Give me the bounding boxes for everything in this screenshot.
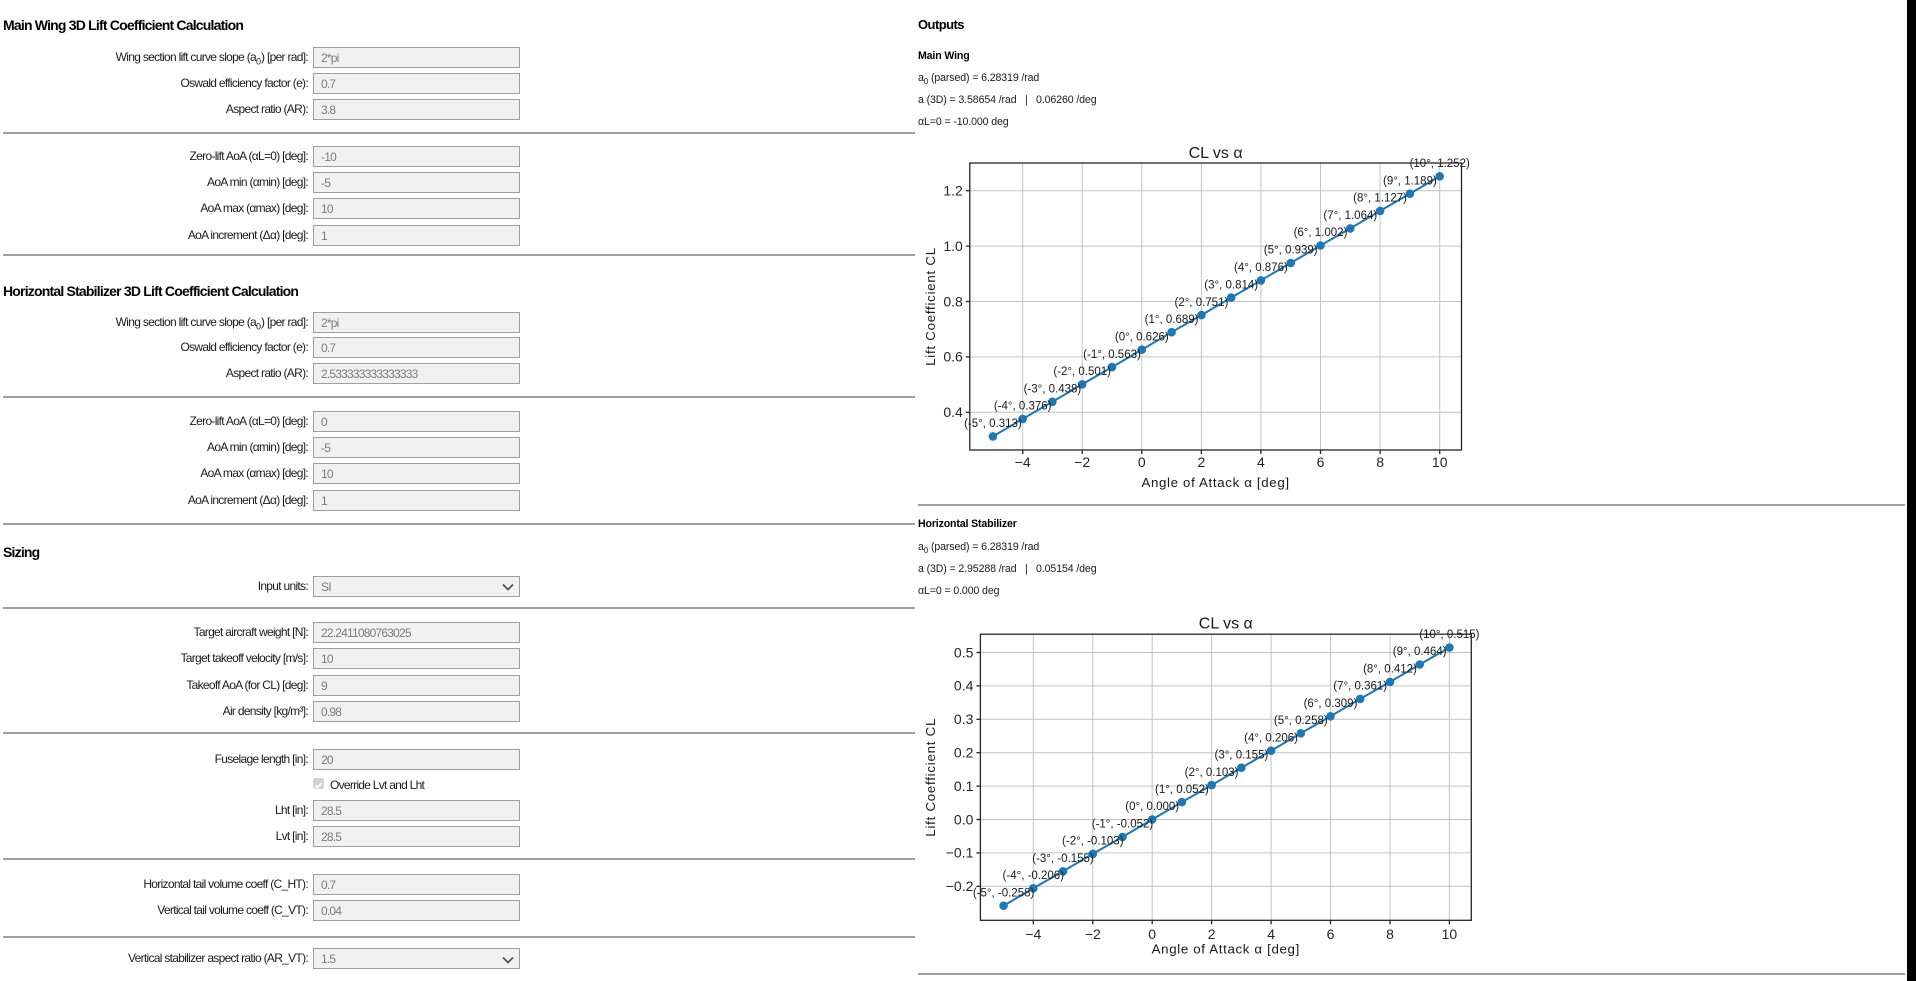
svg-text:(5°, 0.939): (5°, 0.939) — [1264, 245, 1318, 257]
svg-text:0.5: 0.5 — [954, 644, 974, 660]
svg-text:(-4°, 0.376): (-4°, 0.376) — [994, 401, 1052, 413]
svg-text:4: 4 — [1257, 454, 1265, 470]
svg-text:(4°, 0.876): (4°, 0.876) — [1234, 262, 1288, 274]
svg-text:Angle of Attack α [deg]: Angle of Attack α [deg] — [1141, 475, 1289, 490]
svg-text:1.0: 1.0 — [943, 238, 963, 254]
svg-text:(1°, 0.052): (1°, 0.052) — [1155, 784, 1209, 796]
svg-text:8: 8 — [1376, 454, 1384, 470]
svg-text:Lift Coefficient CL: Lift Coefficient CL — [923, 718, 938, 837]
svg-text:(1°, 0.689): (1°, 0.689) — [1145, 314, 1199, 326]
svg-text:(9°, 1.189): (9°, 1.189) — [1383, 175, 1437, 187]
svg-text:(0°, 0.626): (0°, 0.626) — [1115, 331, 1169, 343]
svg-text:0: 0 — [1138, 454, 1146, 470]
svg-text:1.2: 1.2 — [943, 183, 963, 199]
svg-text:(5°, 0.258): (5°, 0.258) — [1274, 715, 1328, 727]
svg-text:−0.1: −0.1 — [946, 845, 974, 861]
svg-text:(-1°, 0.563): (-1°, 0.563) — [1083, 349, 1141, 361]
svg-text:6: 6 — [1317, 454, 1325, 470]
svg-text:6: 6 — [1327, 926, 1335, 942]
svg-text:−0.2: −0.2 — [946, 878, 974, 894]
svg-text:(8°, 0.412): (8°, 0.412) — [1363, 664, 1417, 676]
svg-text:−2: −2 — [1074, 454, 1090, 470]
svg-text:4: 4 — [1267, 926, 1275, 942]
svg-text:(2°, 0.103): (2°, 0.103) — [1185, 767, 1239, 779]
svg-text:(-5°, -0.258): (-5°, -0.258) — [973, 887, 1035, 899]
svg-text:2: 2 — [1208, 926, 1216, 942]
svg-text:0.1: 0.1 — [954, 778, 974, 794]
svg-text:−4: −4 — [1015, 454, 1031, 470]
svg-text:(-2°, -0.103): (-2°, -0.103) — [1062, 836, 1124, 848]
svg-text:(8°, 1.127): (8°, 1.127) — [1353, 193, 1407, 205]
svg-text:(10°, 0.515): (10°, 0.515) — [1419, 629, 1479, 641]
svg-text:0: 0 — [1148, 926, 1156, 942]
svg-text:−4: −4 — [1025, 926, 1041, 942]
svg-text:(-2°, 0.501): (-2°, 0.501) — [1053, 366, 1111, 378]
svg-text:CL vs α: CL vs α — [1199, 616, 1253, 633]
svg-text:(3°, 0.155): (3°, 0.155) — [1214, 749, 1268, 761]
svg-text:CL vs α: CL vs α — [1189, 145, 1243, 162]
svg-text:(0°, 0.000): (0°, 0.000) — [1125, 801, 1179, 813]
svg-text:−2: −2 — [1085, 926, 1101, 942]
svg-text:10: 10 — [1432, 454, 1448, 470]
svg-text:(9°, 0.464): (9°, 0.464) — [1393, 646, 1447, 658]
svg-text:0.2: 0.2 — [954, 745, 974, 761]
svg-text:(10°, 1.252): (10°, 1.252) — [1410, 158, 1470, 170]
svg-text:10: 10 — [1442, 926, 1458, 942]
svg-text:(-5°, 0.313): (-5°, 0.313) — [964, 418, 1022, 430]
svg-text:(-3°, 0.438): (-3°, 0.438) — [1024, 384, 1082, 396]
svg-text:8: 8 — [1386, 926, 1394, 942]
svg-text:0.3: 0.3 — [954, 711, 974, 727]
svg-text:0.6: 0.6 — [943, 349, 963, 365]
svg-text:(2°, 0.751): (2°, 0.751) — [1174, 297, 1228, 309]
svg-text:(7°, 1.064): (7°, 1.064) — [1323, 210, 1377, 222]
svg-text:0.8: 0.8 — [943, 293, 963, 309]
svg-text:0.4: 0.4 — [943, 404, 963, 420]
svg-text:(7°, 0.361): (7°, 0.361) — [1333, 681, 1387, 693]
svg-text:2: 2 — [1198, 454, 1206, 470]
svg-text:(6°, 1.002): (6°, 1.002) — [1294, 227, 1348, 239]
svg-text:(-1°, -0.052): (-1°, -0.052) — [1092, 819, 1154, 831]
svg-text:(-4°, -0.206): (-4°, -0.206) — [1003, 870, 1065, 882]
svg-text:Angle of Attack α [deg]: Angle of Attack α [deg] — [1152, 942, 1300, 957]
svg-text:(3°, 0.814): (3°, 0.814) — [1204, 279, 1258, 291]
svg-text:0.4: 0.4 — [954, 678, 974, 694]
svg-text:(4°, 0.206): (4°, 0.206) — [1244, 732, 1298, 744]
svg-text:Lift Coefficient CL: Lift Coefficient CL — [923, 247, 938, 366]
svg-text:(-3°, -0.155): (-3°, -0.155) — [1032, 853, 1094, 865]
svg-text:(6°, 0.309): (6°, 0.309) — [1304, 698, 1358, 710]
svg-text:0.0: 0.0 — [954, 811, 974, 827]
